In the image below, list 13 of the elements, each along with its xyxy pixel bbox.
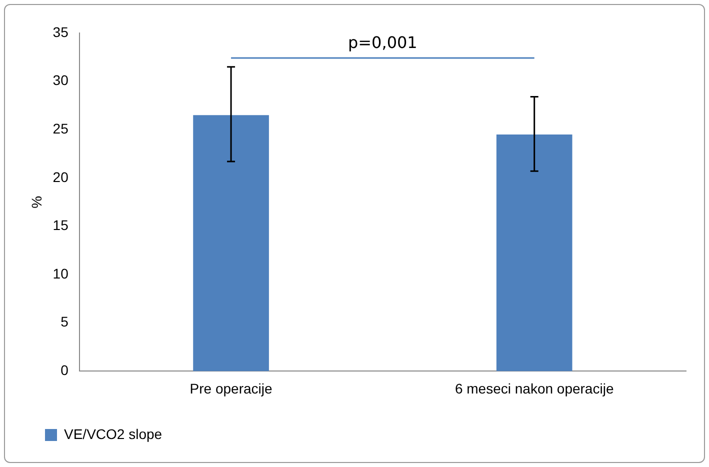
- x-tick-label: Pre operacije: [190, 380, 272, 396]
- y-tick-label: 20: [52, 168, 69, 185]
- y-tick-label: 15: [52, 217, 69, 234]
- y-tick-label: 35: [52, 24, 69, 40]
- y-tick-label: 5: [60, 314, 69, 330]
- y-tick-label: 0: [60, 362, 69, 378]
- y-tick-label: 30: [52, 72, 69, 88]
- annotation: p=0,001: [348, 33, 418, 52]
- y-axis-title: %: [28, 196, 44, 208]
- legend-label: VE/VCO2 slope: [64, 426, 162, 442]
- x-tick-label: 6 meseci nakon operacije: [454, 380, 614, 396]
- y-tick-label: 10: [52, 265, 69, 282]
- y-tick-label: 25: [52, 120, 69, 136]
